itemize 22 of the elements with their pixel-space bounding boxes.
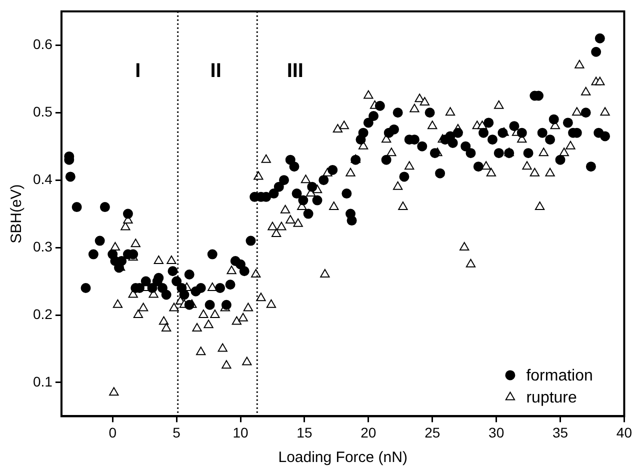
y-tick-label: 0.1 <box>32 373 53 390</box>
y-tick-label: 0.6 <box>32 36 53 52</box>
x-axis-title: Loading Force (nN) <box>278 449 408 466</box>
y-tick-label: 0.5 <box>32 103 53 120</box>
y-axis-title: SBH(eV) <box>8 184 26 244</box>
y-tick-label: 0.3 <box>32 238 53 254</box>
x-tick-label: 30 <box>488 424 504 440</box>
x-tick-label: 5 <box>172 424 181 440</box>
x-tick-label: 15 <box>296 424 312 440</box>
x-tick-label: 25 <box>424 424 440 440</box>
y-tick-label: 0.4 <box>32 170 53 187</box>
annotation: I <box>135 60 141 82</box>
legend-label: rupture <box>526 390 578 407</box>
x-tick-label: 35 <box>552 424 568 440</box>
legend-label: formation <box>526 368 593 385</box>
x-tick-label: 10 <box>232 424 249 440</box>
x-tick-label: 20 <box>360 424 376 440</box>
x-tick-label: 0 <box>108 424 117 440</box>
y-tick-label: 0.2 <box>32 306 53 322</box>
annotation: II <box>210 60 222 82</box>
annotation: III <box>286 60 304 82</box>
x-tick-label: 40 <box>616 424 632 440</box>
